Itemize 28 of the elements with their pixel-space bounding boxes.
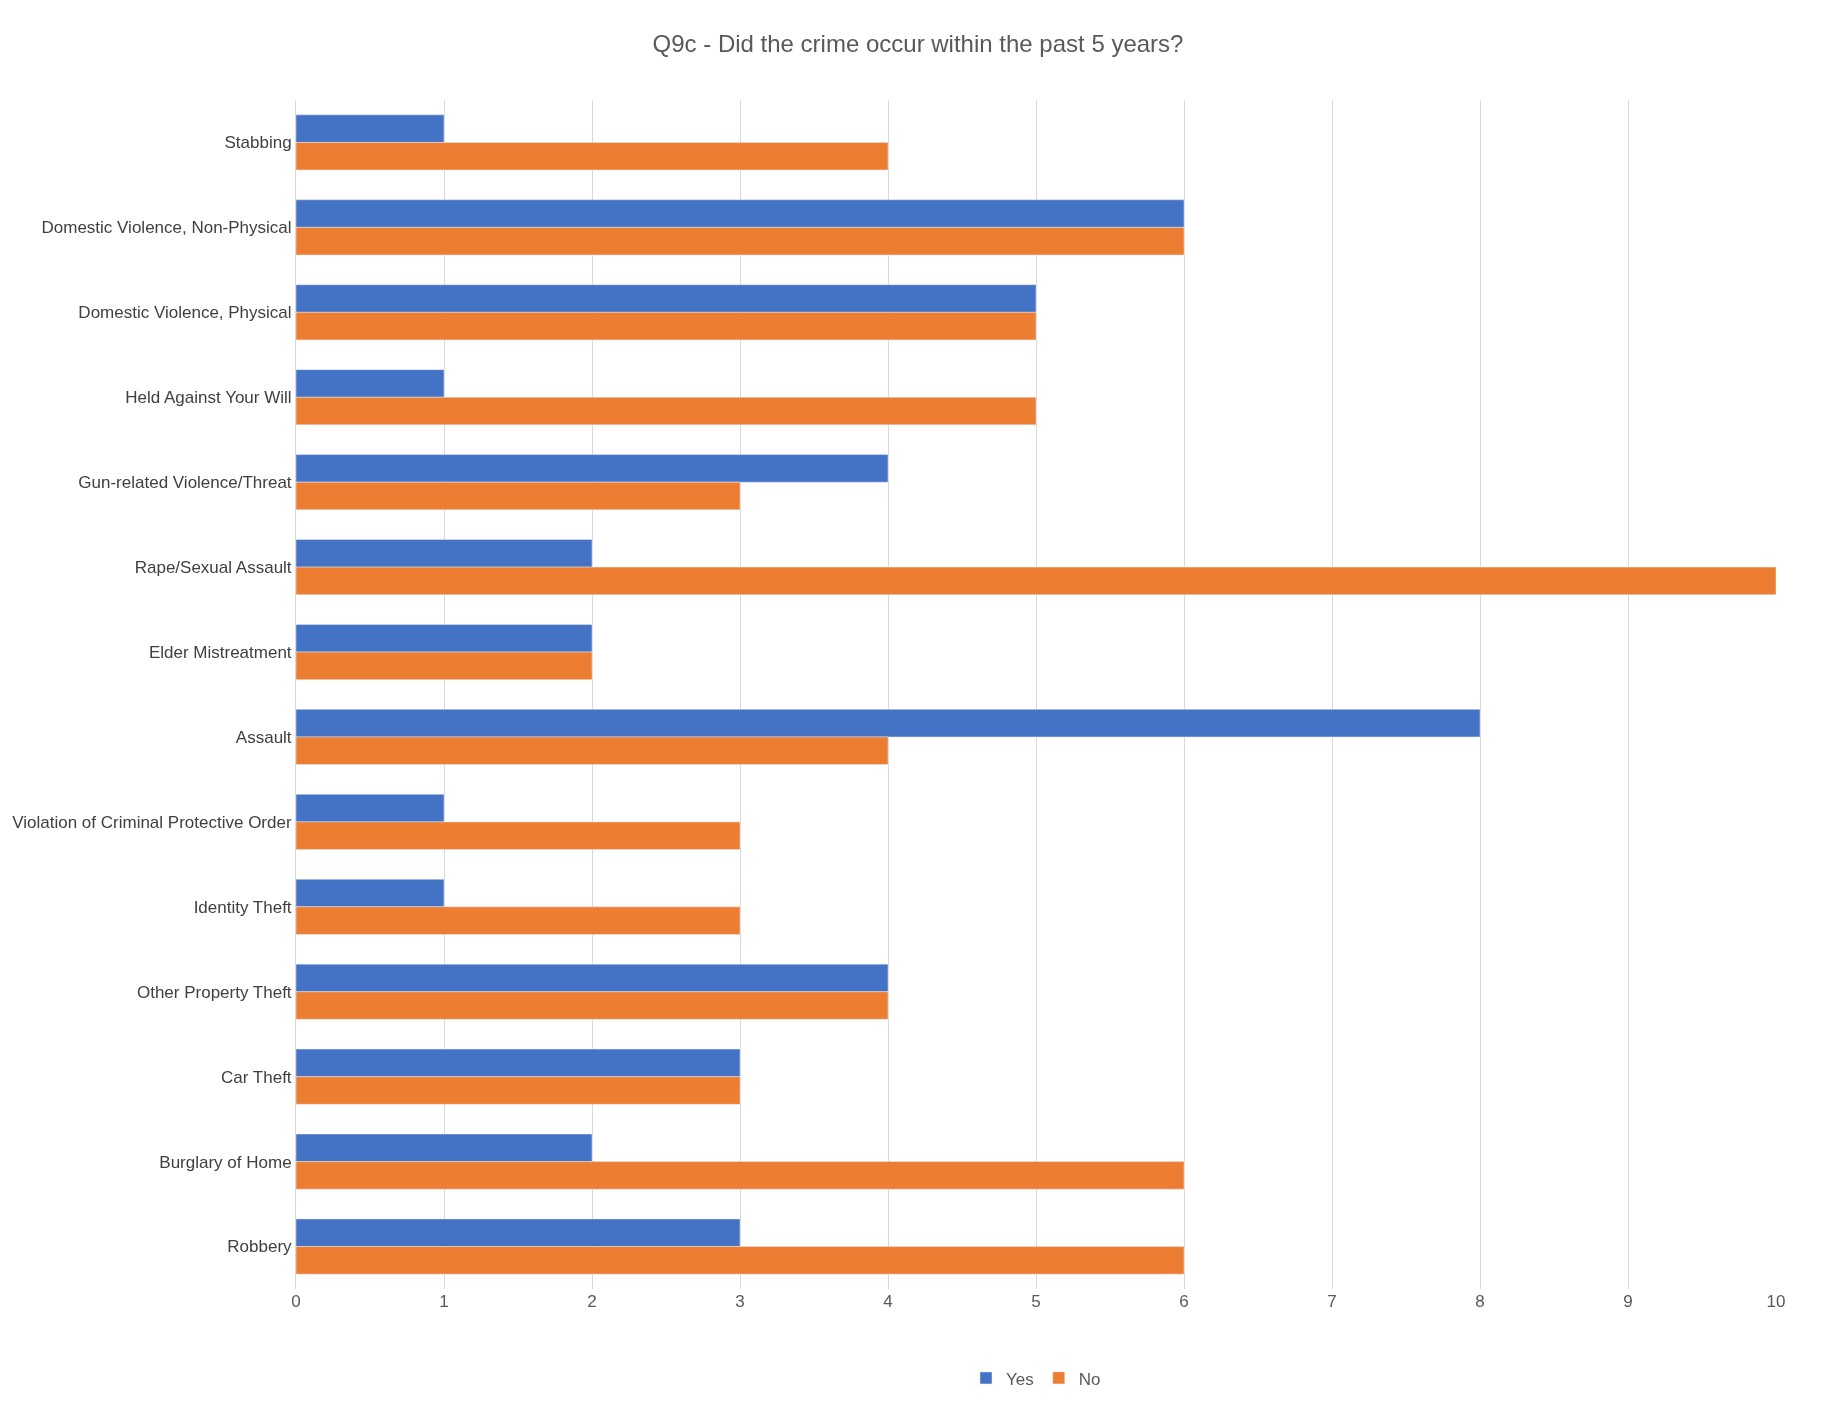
legend-label: Yes	[1006, 1369, 1034, 1389]
y-tick-label: Rape/Sexual Assault	[134, 558, 292, 578]
x-tick-label: 5	[1031, 1292, 1041, 1311]
legend-label: No	[1078, 1369, 1101, 1389]
x-tick-label: 9	[1623, 1292, 1633, 1311]
y-tick-label: Domestic Violence, Physical	[78, 303, 292, 323]
y-tick-label: Robbery	[227, 1237, 293, 1257]
x-tick-label: 8	[1475, 1292, 1485, 1311]
y-tick-label: Other Property Theft	[136, 982, 292, 1002]
x-tick-label: 6	[1179, 1292, 1189, 1311]
x-tick-label: 1	[439, 1292, 449, 1311]
y-tick-label: Gun-related Violence/Threat	[78, 473, 292, 493]
x-tick-label: 3	[735, 1292, 745, 1311]
x-tick-label: 4	[883, 1292, 893, 1311]
y-tick-label: Elder Mistreatment	[148, 642, 292, 662]
y-tick-label: Violation of Criminal Protective Order	[12, 812, 292, 832]
y-tick-label: Assault	[235, 727, 292, 747]
chart-title: Q9c - Did the crime occur within the past 5 years?	[652, 30, 1184, 57]
y-tick-label: Identity Theft	[193, 897, 292, 917]
y-tick-label: Stabbing	[224, 133, 292, 153]
x-tick-label: 7	[1327, 1292, 1337, 1311]
x-tick-label: 10	[1766, 1292, 1786, 1311]
x-tick-label: 0	[291, 1292, 301, 1311]
y-tick-label: Car Theft	[221, 1067, 292, 1087]
x-tick-label: 2	[587, 1292, 597, 1311]
y-tick-label: Burglary of Home	[159, 1152, 292, 1172]
y-tick-label: Held Against Your Will	[125, 388, 292, 408]
y-tick-label: Domestic Violence, Non-Physical	[41, 218, 292, 238]
